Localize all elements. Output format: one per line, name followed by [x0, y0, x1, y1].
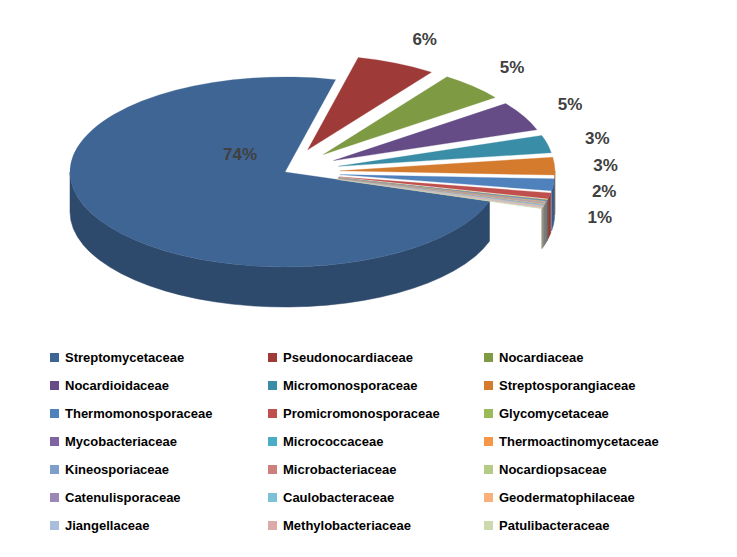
slice-side: [542, 208, 543, 249]
legend-swatch: [268, 409, 277, 418]
legend-swatch: [268, 521, 277, 530]
legend-swatch: [484, 465, 493, 474]
legend-swatch: [50, 353, 59, 362]
legend-swatch: [484, 493, 493, 502]
pie-slice: [337, 179, 542, 208]
data-label: 5%: [558, 95, 583, 114]
legend-swatch: [268, 381, 277, 390]
legend-label: Mycobacteriaceae: [65, 434, 177, 449]
pie-slice: [338, 179, 544, 207]
legend-label: Kineosporiaceae: [65, 462, 169, 477]
legend-label: Jiangellaceae: [65, 518, 150, 533]
slice-side: [542, 207, 543, 248]
legend-swatch: [268, 437, 277, 446]
data-label: 5%: [500, 58, 525, 77]
pie-slice: [338, 178, 547, 202]
legend-label: Promicromonosporaceae: [283, 406, 440, 421]
data-label: 2%: [592, 182, 617, 201]
slice-side: [548, 193, 551, 239]
legend-label: Thermoactinomycetaceae: [499, 434, 659, 449]
data-label: 3%: [585, 129, 610, 148]
pie-slice: [337, 179, 542, 208]
legend-label: Catenulisporaceae: [65, 490, 181, 505]
legend-swatch: [484, 381, 493, 390]
pie-slice: [338, 178, 546, 202]
slice-side: [544, 205, 545, 246]
legend-swatch: [268, 493, 277, 502]
legend-label: Streptosporangiaceae: [499, 378, 636, 393]
pie-slice: [338, 179, 545, 205]
legend-label: Nocardiaceae: [499, 350, 584, 365]
data-labels: 74%6%5%5%3%3%2%1%: [223, 30, 618, 227]
pie-slice: [338, 179, 545, 206]
pie-slice: [338, 178, 546, 203]
data-label: 74%: [223, 145, 257, 164]
data-label: 6%: [412, 30, 437, 49]
pie-slice: [338, 179, 544, 207]
pie-slice: [338, 178, 547, 201]
slice-side: [541, 208, 542, 249]
legend-swatch: [50, 409, 59, 418]
pie-slice: [338, 179, 544, 206]
chart: 74%6%5%5%3%3%2%1%StreptomycetaceaePseudo…: [0, 0, 737, 557]
legend-label: Glycomycetaceae: [499, 406, 609, 421]
legend-label: Microbacteriaceae: [283, 462, 396, 477]
legend-swatch: [268, 465, 277, 474]
pie-slice: [339, 177, 551, 199]
legend-label: Methylobacteriaceae: [283, 518, 411, 533]
legend-label: Nocardiopsaceae: [499, 462, 607, 477]
legend-swatch: [268, 353, 277, 362]
legend-label: Caulobacteraceae: [283, 490, 394, 505]
pie-slices: [70, 58, 555, 267]
legend-label: Thermomonosporaceae: [65, 406, 212, 421]
legend-label: Micrococcaceae: [283, 434, 383, 449]
legend-swatch: [484, 521, 493, 530]
legend-swatch: [50, 381, 59, 390]
slice-side: [543, 206, 544, 247]
legend-swatch: [50, 521, 59, 530]
legend-swatch: [484, 353, 493, 362]
legend-swatch: [484, 409, 493, 418]
pie-slice: [338, 178, 546, 203]
legend-label: Geodermatophilaceae: [499, 490, 635, 505]
slice-side: [543, 205, 544, 246]
data-label: 3%: [593, 156, 618, 175]
pie-slice: [338, 178, 547, 200]
data-label: 1%: [587, 208, 612, 227]
slice-side: [545, 203, 546, 244]
legend: Streptomycetaceae Pseudonocardiaceae Nocar…: [50, 350, 659, 533]
legend-label: Micromonosporaceae: [283, 378, 417, 393]
slice-side: [544, 204, 545, 245]
legend-swatch: [484, 437, 493, 446]
legend-label: Patulibacteraceae: [499, 518, 610, 533]
pie-slice: [340, 157, 555, 175]
legend-label: Streptomycetaceae: [65, 350, 184, 365]
legend-swatch: [50, 437, 59, 446]
legend-label: Nocardioidaceae: [65, 378, 169, 393]
legend-swatch: [50, 465, 59, 474]
legend-swatch: [50, 493, 59, 502]
legend-label: Pseudonocardiaceae: [283, 350, 413, 365]
